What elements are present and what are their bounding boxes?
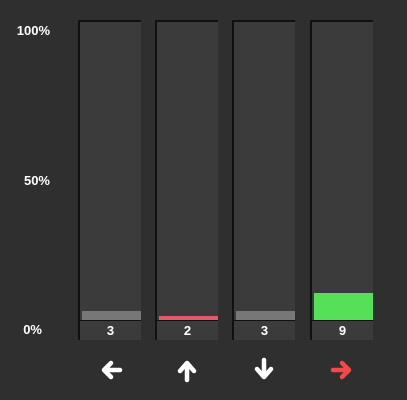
bar-column-up: 2 (155, 20, 218, 340)
bar-track (78, 20, 141, 320)
bar-fill (236, 311, 295, 320)
bar-fill (82, 311, 141, 320)
bar-track (310, 20, 373, 320)
arrow-down-icon (254, 357, 274, 380)
arrow-left-icon (101, 360, 123, 380)
axis-label-0: 0% (23, 322, 42, 337)
bar-count: 2 (155, 320, 218, 340)
arrow-right-icon (330, 360, 352, 380)
bar-track (155, 20, 218, 320)
arrow-up-button[interactable] (172, 355, 202, 385)
bar-count: 3 (78, 320, 141, 340)
bar-fill (314, 293, 373, 320)
arrow-up-icon (177, 360, 197, 383)
bar-count: 3 (232, 320, 295, 340)
axis-label-50: 50% (23, 173, 50, 188)
bar-column-down: 3 (232, 20, 295, 340)
arrow-right-button[interactable] (327, 355, 357, 385)
bar-column-right: 9 (310, 20, 373, 340)
bar-column-left: 3 (78, 20, 141, 340)
bar-track (232, 20, 295, 320)
bar-fill (159, 316, 218, 320)
arrow-down-button[interactable] (249, 355, 279, 385)
arrow-left-button[interactable] (96, 355, 126, 385)
axis-label-100: 100% (16, 23, 50, 38)
bar-count: 9 (310, 320, 373, 340)
